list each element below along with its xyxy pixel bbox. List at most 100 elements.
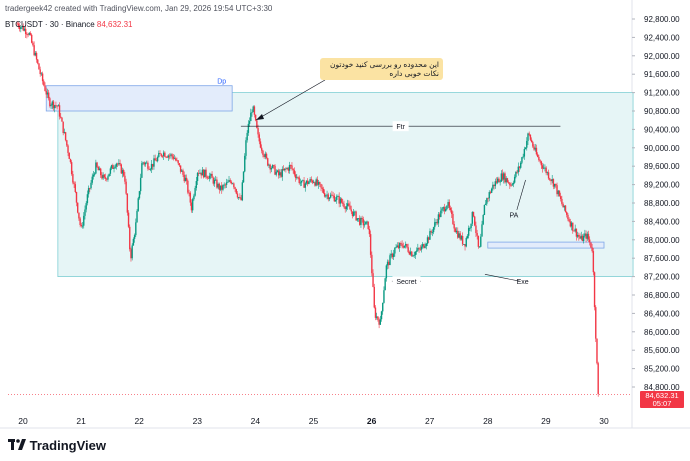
candle-body xyxy=(298,177,300,184)
candle-body xyxy=(297,177,299,179)
candle-body xyxy=(270,167,273,170)
note-callout[interactable]: این محدوده رو بررسی کنید خودتون نکات خوب… xyxy=(320,58,443,80)
candle-body xyxy=(591,247,593,252)
candle-body xyxy=(155,160,158,162)
tradingview-brand[interactable]: TradingView xyxy=(8,438,106,454)
time-tick-label: 23 xyxy=(193,416,203,426)
candle-body xyxy=(373,286,375,308)
time-tick-label: 21 xyxy=(76,416,86,426)
price-tick-label: 90,400.00 xyxy=(644,125,680,134)
candle-body xyxy=(564,205,567,212)
candle-body xyxy=(453,223,455,229)
candle-body xyxy=(394,247,396,254)
candle-body xyxy=(57,105,60,107)
candle-body xyxy=(315,179,317,186)
candle-body xyxy=(101,175,103,179)
candle-body xyxy=(486,198,488,204)
candle-body xyxy=(132,238,135,246)
candle-body xyxy=(587,233,590,240)
candle-body xyxy=(37,59,39,64)
candle-body xyxy=(64,132,67,141)
candle-body xyxy=(527,133,529,141)
candle-body xyxy=(78,212,80,219)
candle-body xyxy=(32,42,34,46)
candle-body xyxy=(360,217,362,225)
candle-body xyxy=(160,153,162,156)
candle-body xyxy=(326,194,328,196)
candle-body xyxy=(265,153,268,159)
candle-body xyxy=(286,168,288,169)
candle-body xyxy=(414,251,417,256)
candle-body xyxy=(504,173,506,183)
candle-body xyxy=(481,224,483,237)
candle-body xyxy=(435,222,437,223)
candle-body xyxy=(207,177,210,179)
candle-body xyxy=(175,158,177,161)
candle-body xyxy=(309,179,311,182)
candle-body xyxy=(323,193,326,197)
candle-body xyxy=(396,245,398,248)
price-tick-label: 88,800.00 xyxy=(644,199,680,208)
symbol-legend[interactable]: BTCUSDT · 30 · Binance 84,632.31 xyxy=(5,20,133,29)
candle-body xyxy=(492,184,494,189)
candle-body xyxy=(240,197,242,201)
candle-body xyxy=(201,169,204,176)
candle-body xyxy=(578,234,580,237)
candle-body xyxy=(233,183,235,188)
price-tick-label: 88,400.00 xyxy=(644,217,680,226)
candle-body xyxy=(126,193,129,213)
candle-body xyxy=(302,180,304,182)
candle-body xyxy=(388,261,390,266)
candle-body xyxy=(97,167,99,171)
candle-body xyxy=(472,211,475,217)
candle-body xyxy=(196,172,199,182)
candle-body xyxy=(179,165,182,172)
candle-body xyxy=(401,243,403,247)
candle-body xyxy=(213,179,216,184)
candle-body xyxy=(424,246,426,248)
candle-body xyxy=(513,176,516,183)
candle-body xyxy=(199,172,201,174)
candle-body xyxy=(279,172,281,176)
candle-body xyxy=(402,246,405,248)
candle-body xyxy=(303,180,305,188)
candle-body xyxy=(41,73,44,82)
candle-body xyxy=(586,233,588,239)
candle-body xyxy=(498,178,500,183)
candle-body xyxy=(551,179,553,182)
candle-body xyxy=(382,302,384,312)
candle-body xyxy=(408,251,411,255)
candle-body xyxy=(223,184,225,186)
candle-body xyxy=(419,248,421,250)
candle-body xyxy=(331,194,333,196)
candle-body xyxy=(192,199,194,211)
candle-body xyxy=(222,185,224,190)
candle-body xyxy=(454,228,457,233)
candle-body xyxy=(167,155,170,158)
candle-body xyxy=(35,52,38,60)
candle-body xyxy=(368,229,371,235)
candle-body xyxy=(386,261,389,266)
pa-line xyxy=(516,179,526,210)
candle-body xyxy=(16,23,18,25)
candle-body xyxy=(566,211,568,215)
demand-zone xyxy=(57,92,634,277)
candle-body xyxy=(103,174,106,178)
candle-body xyxy=(536,154,539,157)
candle-body xyxy=(391,253,394,258)
candle-body xyxy=(274,165,276,175)
candle-body xyxy=(474,216,476,226)
candle-body xyxy=(234,187,236,189)
candle-body xyxy=(109,168,112,174)
candle-body xyxy=(22,26,24,31)
candle-body xyxy=(378,319,380,325)
candle-body xyxy=(26,34,28,35)
candle-body xyxy=(176,160,178,162)
secret-label: Secret xyxy=(396,279,416,286)
candle-body xyxy=(90,182,92,189)
candle-body xyxy=(575,228,578,237)
candle-body xyxy=(448,202,451,208)
candle-body xyxy=(210,173,212,176)
candle-body xyxy=(593,272,596,308)
